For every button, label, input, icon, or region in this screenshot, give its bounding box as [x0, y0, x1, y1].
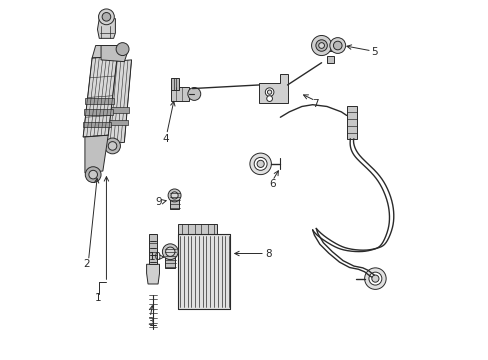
Polygon shape	[84, 109, 112, 115]
Circle shape	[315, 40, 326, 51]
Circle shape	[311, 36, 331, 55]
Polygon shape	[146, 264, 159, 284]
Text: 2: 2	[83, 259, 90, 269]
Polygon shape	[85, 135, 108, 173]
Polygon shape	[165, 254, 175, 268]
Text: 10: 10	[149, 252, 162, 262]
Circle shape	[187, 87, 201, 100]
Polygon shape	[170, 197, 179, 209]
Polygon shape	[149, 234, 156, 264]
Polygon shape	[83, 56, 117, 137]
Circle shape	[99, 9, 114, 25]
Text: 1: 1	[95, 293, 102, 303]
Polygon shape	[178, 224, 217, 234]
Polygon shape	[85, 98, 114, 104]
Circle shape	[265, 88, 273, 96]
Circle shape	[171, 192, 178, 199]
Circle shape	[254, 157, 266, 170]
Circle shape	[162, 244, 178, 260]
Text: 7: 7	[311, 99, 318, 109]
Circle shape	[371, 275, 378, 282]
Circle shape	[368, 272, 381, 285]
Circle shape	[333, 41, 341, 50]
Polygon shape	[102, 120, 127, 126]
Circle shape	[104, 138, 120, 154]
Circle shape	[249, 153, 271, 175]
Polygon shape	[171, 78, 179, 90]
Circle shape	[108, 141, 117, 150]
Polygon shape	[82, 122, 111, 127]
Polygon shape	[326, 55, 333, 63]
Polygon shape	[102, 60, 131, 144]
Polygon shape	[103, 107, 129, 113]
Circle shape	[329, 38, 345, 53]
Circle shape	[116, 42, 129, 55]
Circle shape	[165, 247, 175, 256]
Circle shape	[257, 160, 264, 167]
Polygon shape	[178, 234, 230, 309]
Circle shape	[168, 189, 181, 202]
Polygon shape	[346, 107, 357, 139]
Circle shape	[102, 13, 110, 21]
Circle shape	[318, 42, 324, 48]
Polygon shape	[97, 19, 115, 39]
Circle shape	[85, 167, 101, 183]
Polygon shape	[321, 41, 337, 50]
Polygon shape	[101, 45, 128, 62]
Text: 3: 3	[146, 317, 153, 327]
Circle shape	[267, 90, 271, 94]
Circle shape	[364, 268, 386, 289]
Polygon shape	[258, 74, 287, 103]
Text: 4: 4	[162, 134, 168, 144]
Text: 9: 9	[156, 197, 162, 207]
Text: 6: 6	[268, 179, 275, 189]
Polygon shape	[171, 87, 188, 101]
Polygon shape	[92, 45, 121, 58]
Circle shape	[266, 96, 272, 102]
Text: 5: 5	[370, 46, 377, 57]
Text: 8: 8	[264, 248, 271, 258]
Circle shape	[89, 170, 97, 179]
